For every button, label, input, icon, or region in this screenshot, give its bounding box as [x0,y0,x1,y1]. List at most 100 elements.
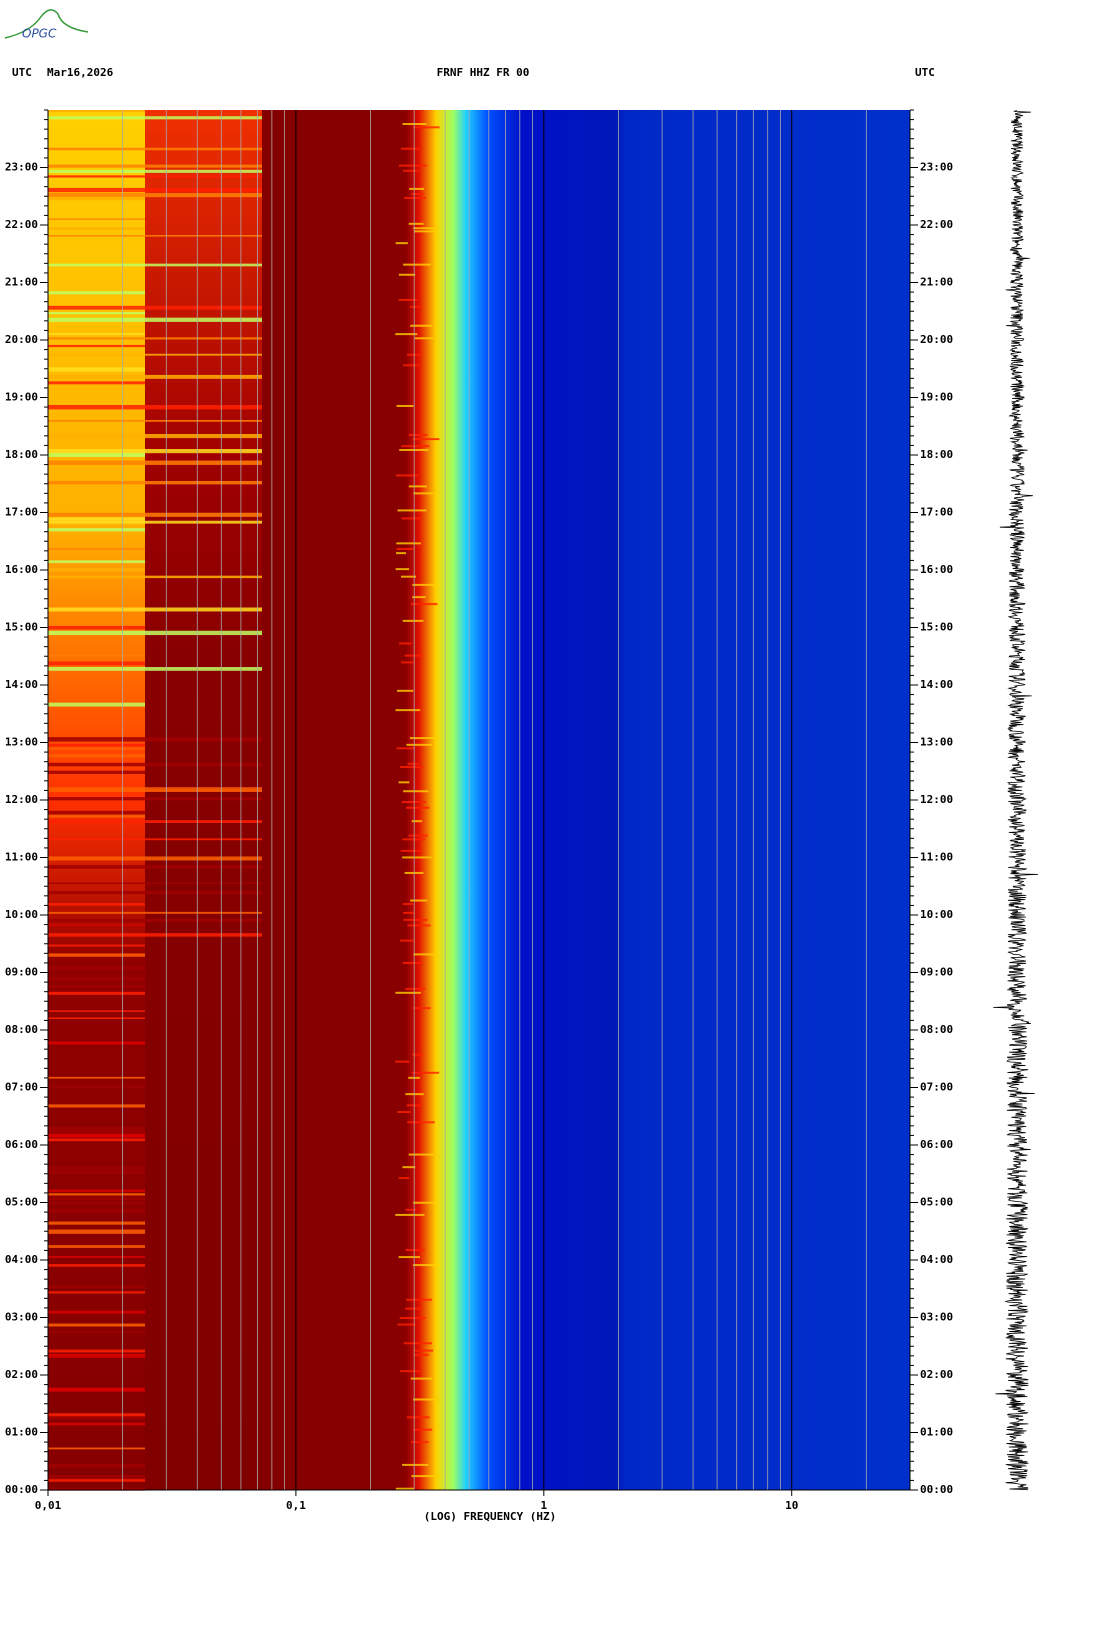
spectrogram-stripe [398,781,410,784]
spectrogram-stripe [411,193,423,196]
spectrogram-stripe [395,709,421,712]
y-tick-label: 05:00 [920,1196,953,1209]
spectrogram-stripe [412,1264,440,1267]
y-tick-label: 22:00 [920,218,953,231]
spectrogram-stripe [406,1416,430,1419]
spectrogram-stripe [48,1041,145,1045]
spectrogram-stripe [48,1104,145,1108]
y-tick-label: 10:00 [920,908,953,921]
x-axis-label: (LOG) FREQUENCY (HZ) [424,1510,556,1523]
spectrogram-stripe [397,1111,411,1114]
spectrogram-stripe [48,838,262,841]
spectrogram-stripe [395,1060,410,1063]
spectrogram-stripe [48,702,145,707]
spectrogram-stripe [48,344,145,348]
spectrogram-stripe [395,474,419,477]
spectrogram-stripe [402,1166,416,1169]
spectrogram-stripe [402,903,414,906]
spectrogram-stripe [48,1197,145,1200]
y-tick-label: 18:00 [920,448,953,461]
spectrogram-stripe [395,568,410,571]
y-tick-label: 13:00 [5,736,38,749]
spectrogram-stripe [395,1213,425,1216]
spectrogram-stripe [48,147,262,151]
spectrogram-stripe [410,899,428,902]
spectrogram-stripe [48,1085,145,1088]
spectrogram-stripe [412,583,439,586]
spectrogram-stripe [410,1441,429,1444]
x-tick-label: 0,01 [35,1499,62,1512]
spectrogram-stripe [48,787,262,791]
spectrogram-stripe [408,485,427,488]
spectrogram-stripe [403,169,419,172]
y-tick-label: 12:00 [5,793,38,806]
spectrogram-stripe [48,1479,145,1482]
spectrogram-stripe [405,1249,425,1252]
y-tick-label: 19:00 [5,391,38,404]
x-tick-label: 1 [540,1499,547,1512]
spectrogram-stripe [48,1285,145,1288]
spectrogram-stripe [399,765,424,768]
spectrogram-stripe [395,333,418,336]
spectrogram-stripe [48,1475,145,1480]
spectrogram-stripe [398,1256,420,1259]
spectrogram-stripe [404,196,427,199]
spectrogram-stripe [405,1208,417,1211]
spectrogram-stripe [48,1010,145,1012]
spectrogram-stripe [48,1229,145,1234]
spectrogram-stripe [411,1071,440,1074]
y-tick-label: 16:00 [5,563,38,576]
y-tick-label: 09:00 [920,966,953,979]
y-tick-label: 06:00 [920,1138,953,1151]
spectrogram-stripe [48,367,145,372]
spectrogram-stripe [48,1130,145,1135]
y-tick-label: 04:00 [920,1253,953,1266]
spectrogram-stripe [403,911,414,914]
spectrogram-stripe [48,520,262,524]
y-tick-label: 01:00 [5,1426,38,1439]
spectrogram-stripe [404,654,423,657]
spectrogram-stripe [403,263,431,266]
spectrogram-stripe [410,603,438,606]
spectrogram-stripe [396,547,414,550]
spectrogram-stripe [402,962,422,965]
spectrogram-stripe [48,903,145,906]
spectrogram-stripe [48,1208,145,1213]
spectrogram-stripe [406,806,430,809]
spectrogram-stripe [48,625,145,630]
spectrogram-stripe [48,575,262,579]
spectrogram-stripe [48,333,145,335]
y-tick-label: 03:00 [920,1311,953,1324]
y-tick-label: 00:00 [920,1483,953,1496]
spectrogram-stripe [48,790,262,793]
logo-text: OPGC [22,27,57,41]
spectrogram-stripe [48,164,262,168]
spectrogram-stripe [405,1298,433,1301]
spectrogram-stripe [401,445,430,448]
spectrogram-stripe [48,1245,145,1248]
spectrogram-stripe [48,110,145,113]
spectrogram-stripe [48,882,262,885]
spectrogram-stripe [48,193,262,198]
spectrogram-stripe [48,1416,145,1420]
spectrogram-stripe [48,404,262,410]
y-tick-label: 20:00 [5,333,38,346]
spectrogram-stripe [398,164,428,167]
y-tick-label: 14:00 [920,678,953,691]
y-tick-label: 09:00 [5,966,38,979]
spectrogram-stripe [48,865,262,869]
spectrogram-stripe [48,568,145,572]
spectrogram-stripe [48,654,145,657]
spectrogram-stripe [401,661,414,664]
spectrogram-stripe [399,642,412,645]
spectrogram-stripe [48,1138,145,1142]
spectrogram-stripe [407,1121,435,1124]
y-tick-label: 21:00 [5,276,38,289]
spectrogram-stripe [398,1177,410,1180]
spectrogram-stripe [408,433,428,436]
spectrogram-stripe [48,196,145,201]
spectrogram-stripe [48,743,145,747]
spectrogram-stripe [48,453,145,457]
y-tick-label: 07:00 [5,1081,38,1094]
time-zone-left: UTC [12,66,32,79]
